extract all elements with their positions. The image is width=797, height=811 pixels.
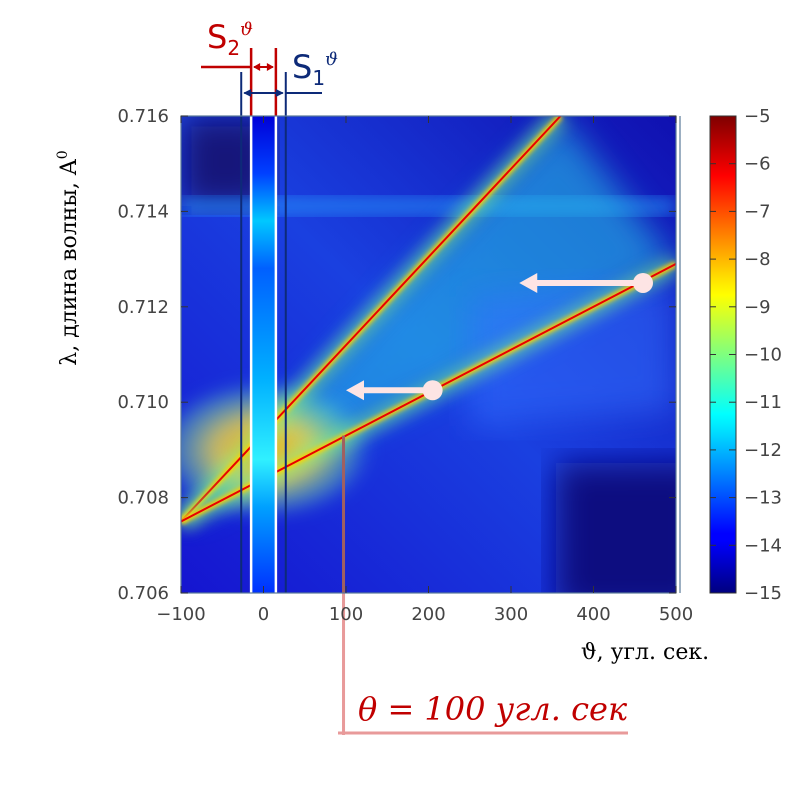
- y-tick-label: 0.706: [117, 583, 169, 604]
- heatmap-hot-spot: [181, 379, 374, 520]
- colorbar-tick-label: −7: [744, 201, 771, 222]
- x-tick-label: 400: [576, 604, 610, 625]
- shift-arrow-dot-1: [633, 272, 653, 293]
- slit-s1-letter: S: [292, 48, 312, 86]
- colorbar-tick-label: −9: [744, 297, 771, 318]
- colorbar-tick-label: −15: [744, 583, 782, 604]
- shift-arrow-dot-2: [422, 380, 443, 401]
- y-axis-label-superscript: 0: [55, 150, 71, 159]
- colorbar-tick-label: −5: [744, 106, 771, 127]
- overlay-annotations: [201, 48, 653, 735]
- y-axis-label: λ, длина волны, A0: [55, 150, 82, 365]
- slit-s1-superscript: ϑ: [325, 49, 338, 70]
- colorbar-tick-label: −6: [744, 154, 771, 175]
- x-tick-label: −100: [156, 604, 205, 625]
- x-tick-label: 0: [258, 604, 269, 625]
- slit-s2-label: S2ϑ: [207, 18, 253, 60]
- x-tick-label: 500: [659, 604, 693, 625]
- slit-s2-arrowheads: [253, 63, 274, 71]
- x-axis-label: ϑ, угл. сек.: [581, 640, 709, 665]
- x-tick-label: 100: [329, 604, 363, 625]
- heatmap-dark-corner-bottom-right: [556, 463, 676, 593]
- ridge-line-1: [181, 116, 562, 523]
- slit-s2-letter: S: [207, 18, 227, 56]
- vertical-band: [251, 116, 276, 593]
- x-tick-label: 200: [411, 604, 445, 625]
- heatmap-inner-shadow: [469, 282, 676, 427]
- x-tick-label: 300: [494, 604, 528, 625]
- y-tick-label: 0.708: [117, 488, 169, 509]
- colorbar-tick-label: −13: [744, 488, 782, 509]
- y-tick-label: 0.710: [117, 392, 169, 413]
- angle-marker-label: θ = 100 угл. сек: [358, 690, 628, 728]
- axes: −100 0 100 200 300 400 500 0.706 0.708 0.710 0.712…: [117, 106, 693, 625]
- slit-s2-subscript: 2: [227, 36, 240, 60]
- y-tick-label: 0.716: [117, 106, 169, 127]
- colorbar-tick-label: −8: [744, 249, 771, 270]
- y-tick-label: 0.712: [117, 297, 169, 318]
- colorbar: −15 −14 −13 −12 −11 −10 −9 −8 −7 −6 −5: [709, 106, 782, 604]
- colorbar-tick-label: −10: [744, 345, 782, 366]
- slit-s1-subscript: 1: [312, 66, 325, 90]
- y-tick-label: 0.714: [117, 201, 169, 222]
- y-axis-label-text: λ, длина волны, A: [57, 158, 82, 366]
- shift-arrow-head-2: [346, 380, 364, 401]
- heatmap-image: [181, 116, 676, 593]
- colorbar-tick-label: −11: [744, 392, 782, 413]
- colorbar-tick-label: −14: [744, 535, 782, 556]
- shift-arrow-head-1: [519, 272, 538, 293]
- colorbar-tick-label: −12: [744, 440, 782, 461]
- slit-s2-superscript: ϑ: [240, 19, 253, 40]
- slit-s1-label: S1ϑ: [292, 48, 338, 90]
